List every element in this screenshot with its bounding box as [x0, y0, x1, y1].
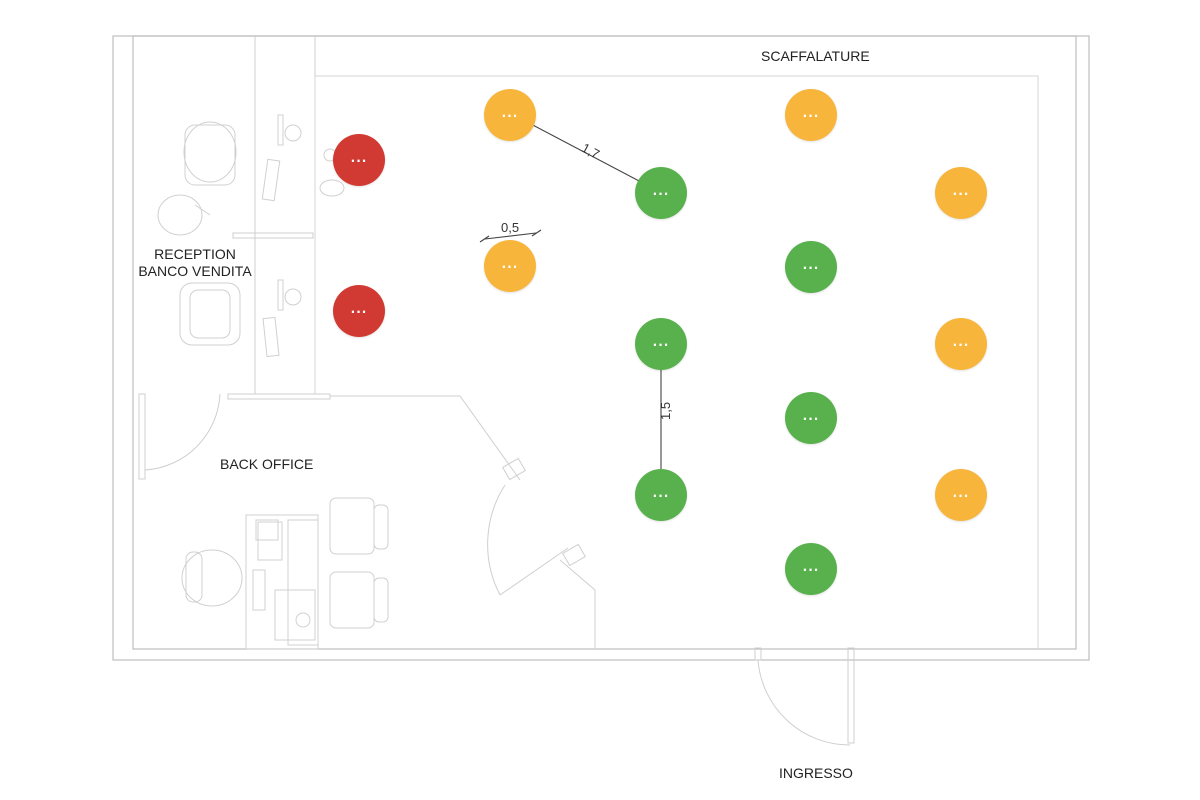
scaffalature-text: SCAFFALATURE	[761, 48, 870, 64]
back-office-partition	[138, 393, 596, 649]
dimension-label-aisle-spacing: 1,5	[658, 402, 673, 420]
back-office-text: BACK OFFICE	[220, 456, 314, 472]
hotspot-green[interactable]: ...	[635, 318, 687, 370]
label-scaffalature: SCAFFALATURE	[761, 48, 870, 64]
more-icon: ...	[952, 335, 970, 349]
reception-counter	[232, 36, 316, 394]
hotspot-red[interactable]: ...	[333, 285, 385, 337]
more-icon: ...	[350, 151, 368, 165]
more-icon: ...	[952, 184, 970, 198]
hotspot-orange[interactable]: ...	[484, 89, 536, 141]
hotspot-orange[interactable]: ...	[484, 240, 536, 292]
shelving-zone	[314, 75, 1039, 649]
back-office-furniture	[181, 497, 389, 650]
hotspot-orange[interactable]: ...	[935, 318, 987, 370]
reception-text: RECEPTION	[154, 246, 236, 262]
more-icon: ...	[802, 258, 820, 272]
more-icon: ...	[652, 486, 670, 500]
hotspot-green[interactable]: ...	[785, 543, 837, 595]
dimension-label-shelf-spacing: 1,7	[579, 140, 602, 162]
more-icon: ...	[952, 486, 970, 500]
dimension-lines	[479, 108, 667, 502]
reception-furniture	[157, 114, 345, 358]
more-icon: ...	[802, 560, 820, 574]
more-icon: ...	[501, 257, 519, 271]
outer-walls	[112, 35, 1090, 661]
hotspot-orange[interactable]: ...	[785, 89, 837, 141]
more-icon: ...	[350, 302, 368, 316]
ingresso-text: INGRESSO	[779, 765, 853, 781]
more-icon: ...	[652, 335, 670, 349]
more-icon: ...	[652, 184, 670, 198]
more-icon: ...	[802, 106, 820, 120]
more-icon: ...	[501, 106, 519, 120]
label-back-office: BACK OFFICE	[220, 456, 313, 472]
more-icon: ...	[802, 409, 820, 423]
hotspot-green[interactable]: ...	[785, 241, 837, 293]
hotspot-green[interactable]: ...	[785, 392, 837, 444]
banco-vendita-text: BANCO VENDITA	[138, 263, 252, 279]
hotspot-green[interactable]: ...	[635, 167, 687, 219]
label-reception: RECEPTION BANCO VENDITA	[135, 246, 255, 280]
label-ingresso: INGRESSO	[779, 765, 853, 781]
hotspot-orange[interactable]: ...	[935, 469, 987, 521]
hotspot-orange[interactable]: ...	[935, 167, 987, 219]
hotspot-green[interactable]: ...	[635, 469, 687, 521]
hotspot-red[interactable]: ...	[333, 134, 385, 186]
entrance-door	[754, 647, 855, 746]
dimension-label-shelf-width: 0,5	[501, 220, 519, 235]
